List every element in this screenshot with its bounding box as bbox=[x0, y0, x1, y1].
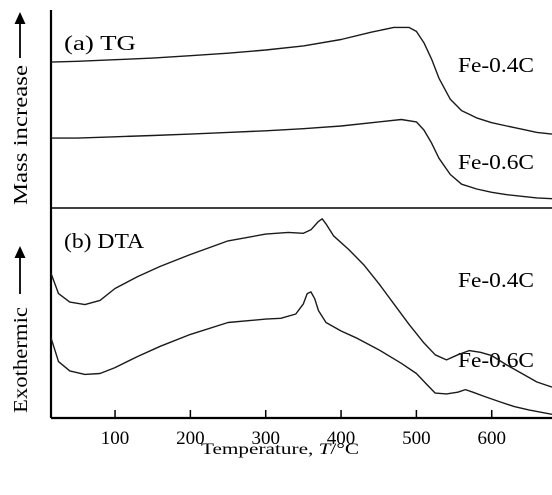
dta-curve-fe04c bbox=[50, 218, 552, 388]
x-ticks: 100 200 300 400 500 600 bbox=[101, 410, 506, 449]
ylabel-a-group: Mass increase bbox=[10, 12, 32, 205]
x-tick-label-500: 500 bbox=[402, 428, 431, 449]
panel-a-label: (a) TG bbox=[64, 31, 136, 55]
ylabel-b-group: Exothermic bbox=[10, 246, 32, 413]
ylabel-mass-increase: Mass increase bbox=[10, 65, 32, 205]
dta-fe04c-label: Fe-0.4C bbox=[458, 268, 534, 292]
panel-b-label: (b) DTA bbox=[64, 229, 145, 253]
tg-curve-fe06c bbox=[51, 118, 552, 200]
ylabel-b-arrow-icon bbox=[14, 246, 26, 258]
x-axis-label: Temperature, T/°C bbox=[201, 441, 359, 458]
tg-curve-fe04c bbox=[50, 26, 552, 135]
x-tick-label-100: 100 bbox=[101, 428, 130, 449]
dta-fe06c-label: Fe-0.6C bbox=[458, 348, 534, 372]
tg-fe06c-label: Fe-0.6C bbox=[458, 150, 534, 174]
x-tick-label-400: 400 bbox=[327, 428, 356, 449]
dta-curve-fe06c bbox=[50, 291, 552, 415]
tg-fe04c-label: Fe-0.4C bbox=[458, 53, 534, 77]
curves bbox=[50, 26, 552, 415]
x-tick-label-600: 600 bbox=[477, 428, 506, 449]
ylabel-exothermic: Exothermic bbox=[10, 307, 32, 413]
x-tick-label-200: 200 bbox=[176, 428, 205, 449]
ylabel-a-arrow-icon bbox=[14, 12, 26, 24]
x-tick-label-300: 300 bbox=[251, 428, 280, 449]
